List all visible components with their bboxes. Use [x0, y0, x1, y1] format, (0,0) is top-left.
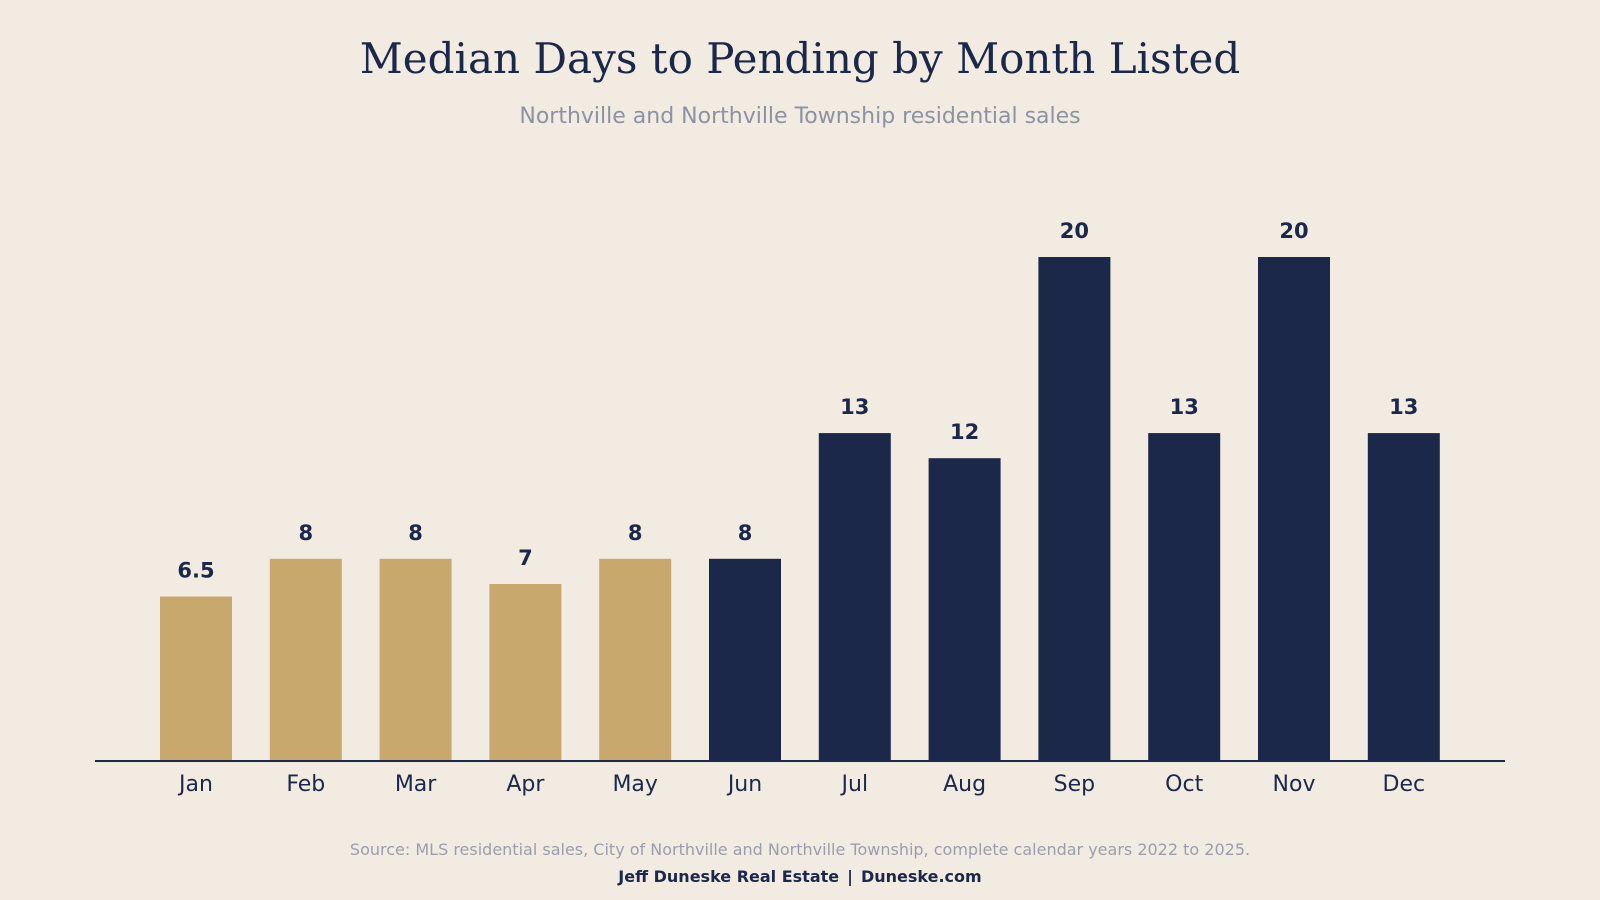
value-label-jul: 13 [840, 395, 869, 419]
bar-mar [379, 558, 452, 760]
bar-dec [1367, 433, 1440, 760]
bar-apr [489, 584, 562, 760]
bar-jan [160, 596, 232, 760]
bars-group [160, 257, 1440, 760]
brand-name: Jeff Duneske Real Estate [618, 867, 840, 886]
value-labels-group: 6.5 8 8 7 8 8 13 12 20 13 20 13 [177, 219, 1418, 583]
x-tick-label-jul: Jul [840, 772, 869, 797]
bar-nov [1258, 257, 1330, 760]
bar-jun [709, 558, 781, 760]
x-tick-label-nov: Nov [1273, 772, 1316, 797]
bar-sep [1038, 257, 1111, 760]
brand-separator: | [847, 867, 853, 886]
x-tick-label-mar: Mar [395, 772, 437, 797]
value-label-dec: 13 [1389, 395, 1418, 419]
bar-jul [818, 433, 891, 760]
x-tick-labels-group: Jan Feb Mar Apr May Jun Jul Aug Sep Oct Nov Dec [177, 772, 1425, 797]
source-note: Source: MLS residential sales, City of N… [349, 840, 1251, 859]
x-tick-label-sep: Sep [1054, 772, 1095, 797]
x-tick-label-dec: Dec [1383, 772, 1426, 797]
value-label-feb: 8 [298, 521, 313, 545]
brand-line: Jeff Duneske Real Estate | Duneske.com [0, 867, 1600, 886]
value-label-may: 8 [628, 521, 643, 545]
value-label-jun: 8 [738, 521, 753, 545]
value-label-apr: 7 [518, 546, 533, 570]
x-tick-label-jun: Jun [726, 772, 762, 797]
value-label-nov: 20 [1279, 219, 1308, 243]
brand-site: Duneske.com [860, 867, 982, 886]
value-label-aug: 12 [950, 420, 979, 444]
x-tick-label-may: May [612, 772, 657, 797]
chart-title: Median Days to Pending by Month Listed [359, 34, 1241, 83]
value-label-sep: 20 [1060, 219, 1089, 243]
x-tick-label-jan: Jan [177, 772, 213, 797]
bar-oct [1148, 433, 1221, 760]
value-label-mar: 8 [408, 521, 423, 545]
x-tick-label-oct: Oct [1165, 772, 1203, 797]
bar-aug [928, 458, 1001, 760]
bar-may [599, 558, 672, 760]
chart-subtitle: Northville and Northville Township resid… [519, 104, 1081, 129]
x-tick-label-aug: Aug [943, 772, 986, 797]
x-tick-label-feb: Feb [286, 772, 325, 797]
value-label-oct: 13 [1170, 395, 1199, 419]
bar-feb [269, 558, 342, 760]
x-tick-label-apr: Apr [506, 772, 545, 797]
value-label-jan: 6.5 [177, 559, 214, 583]
